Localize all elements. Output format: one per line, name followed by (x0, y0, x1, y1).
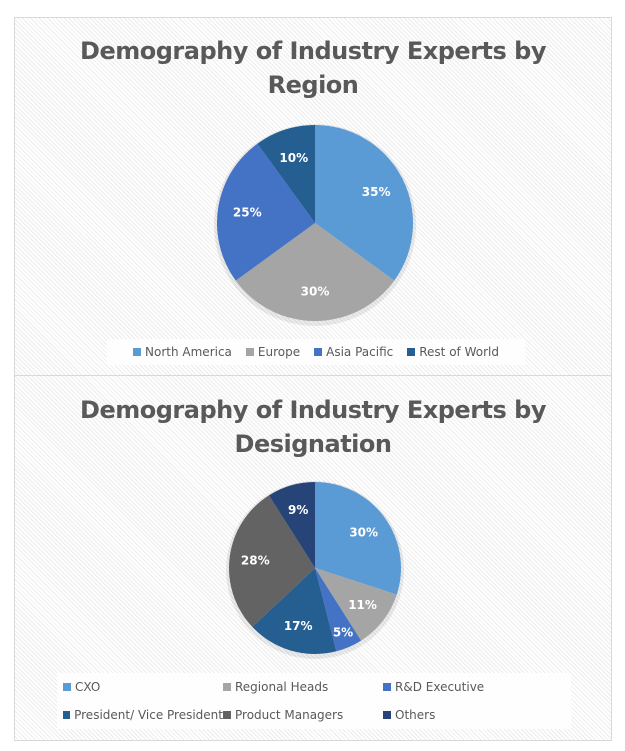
designation-chart-title: Demography of Industry Experts by Design… (15, 393, 611, 461)
swatch-icon (223, 683, 231, 691)
swatch-icon (133, 348, 142, 356)
legend-item-asia-pacific: Asia Pacific (314, 345, 393, 359)
swatch-icon (314, 348, 323, 356)
chart-frame: Demography of Industry Experts by Region… (14, 17, 612, 741)
slice-data-label: 9% (288, 503, 308, 517)
legend-item-cxo: CXO (63, 680, 223, 694)
legend-item-president-vice-president: President/ Vice President (63, 708, 223, 722)
region-chart-panel: Demography of Industry Experts by Region… (15, 18, 611, 376)
legend-item-others: Others (383, 708, 543, 722)
slice-data-label: 25% (233, 205, 262, 219)
swatch-icon (245, 348, 254, 356)
pie-slice-regional-heads (315, 568, 397, 641)
legend-label: Product Managers (235, 708, 344, 722)
designation-title-line-2: Designation (234, 430, 392, 458)
legend-label: Others (395, 708, 436, 722)
legend-label: Rest of World (419, 345, 499, 359)
slice-data-label: 11% (348, 598, 377, 612)
region-legend: North America Europe Asia Pacific Rest o… (107, 339, 525, 365)
legend-label: Regional Heads (235, 680, 329, 694)
region-pie-chart: 35% 30% 25% 10% (214, 124, 416, 326)
pie-slice-north-america (315, 125, 413, 281)
slice-data-label: 17% (284, 619, 313, 633)
legend-label: CXO (75, 680, 101, 694)
legend-label: Europe (257, 345, 301, 359)
designation-title-line-1: Demography of Industry Experts by (80, 396, 546, 424)
slice-data-label: 30% (301, 285, 330, 299)
swatch-icon (383, 711, 391, 719)
slice-data-label: 5% (333, 626, 353, 640)
pie-slice-others (268, 482, 315, 568)
legend-label: President/ Vice President (74, 708, 223, 722)
region-title-line-2: Region (267, 71, 359, 99)
designation-pie-chart: 30% 11% 5% 17% 28% 9% (226, 481, 404, 659)
pie-slice-asia-pacific (216, 143, 315, 281)
legend-item-europe: Europe (245, 345, 301, 359)
slice-data-label: 28% (241, 553, 270, 567)
legend-label: North America (145, 345, 232, 359)
slice-data-label: 30% (349, 526, 378, 540)
slice-data-label: 35% (362, 185, 391, 199)
legend-item-regional-heads: Regional Heads (223, 680, 383, 694)
slice-data-label: 10% (279, 151, 308, 165)
legend-item-north-america: North America (133, 345, 232, 359)
pie-slice-rest-of-world (257, 125, 315, 223)
pie-slice-cxo (315, 482, 402, 595)
pie-slice-product-managers (229, 495, 315, 627)
pie-slice-r-d-executive (315, 568, 362, 652)
designation-legend: CXO Regional Heads R&D Executive Preside… (57, 673, 571, 729)
swatch-icon (223, 711, 231, 719)
legend-label: R&D Executive (395, 680, 485, 694)
pie-slice-president-vice-president (252, 568, 337, 654)
legend-item-rest-of-world: Rest of World (407, 345, 499, 359)
designation-chart-panel: Demography of Industry Experts by Design… (15, 376, 611, 740)
swatch-icon (407, 348, 416, 356)
region-title-line-1: Demography of Industry Experts by (80, 37, 546, 65)
legend-item-rd-executive: R&D Executive (383, 680, 543, 694)
legend-item-product-managers: Product Managers (223, 708, 383, 722)
pie-slice-europe (235, 223, 395, 321)
swatch-icon (383, 683, 391, 691)
region-chart-title: Demography of Industry Experts by Region (15, 34, 611, 102)
swatch-icon (63, 711, 71, 719)
legend-label: Asia Pacific (326, 345, 394, 359)
swatch-icon (63, 683, 71, 691)
